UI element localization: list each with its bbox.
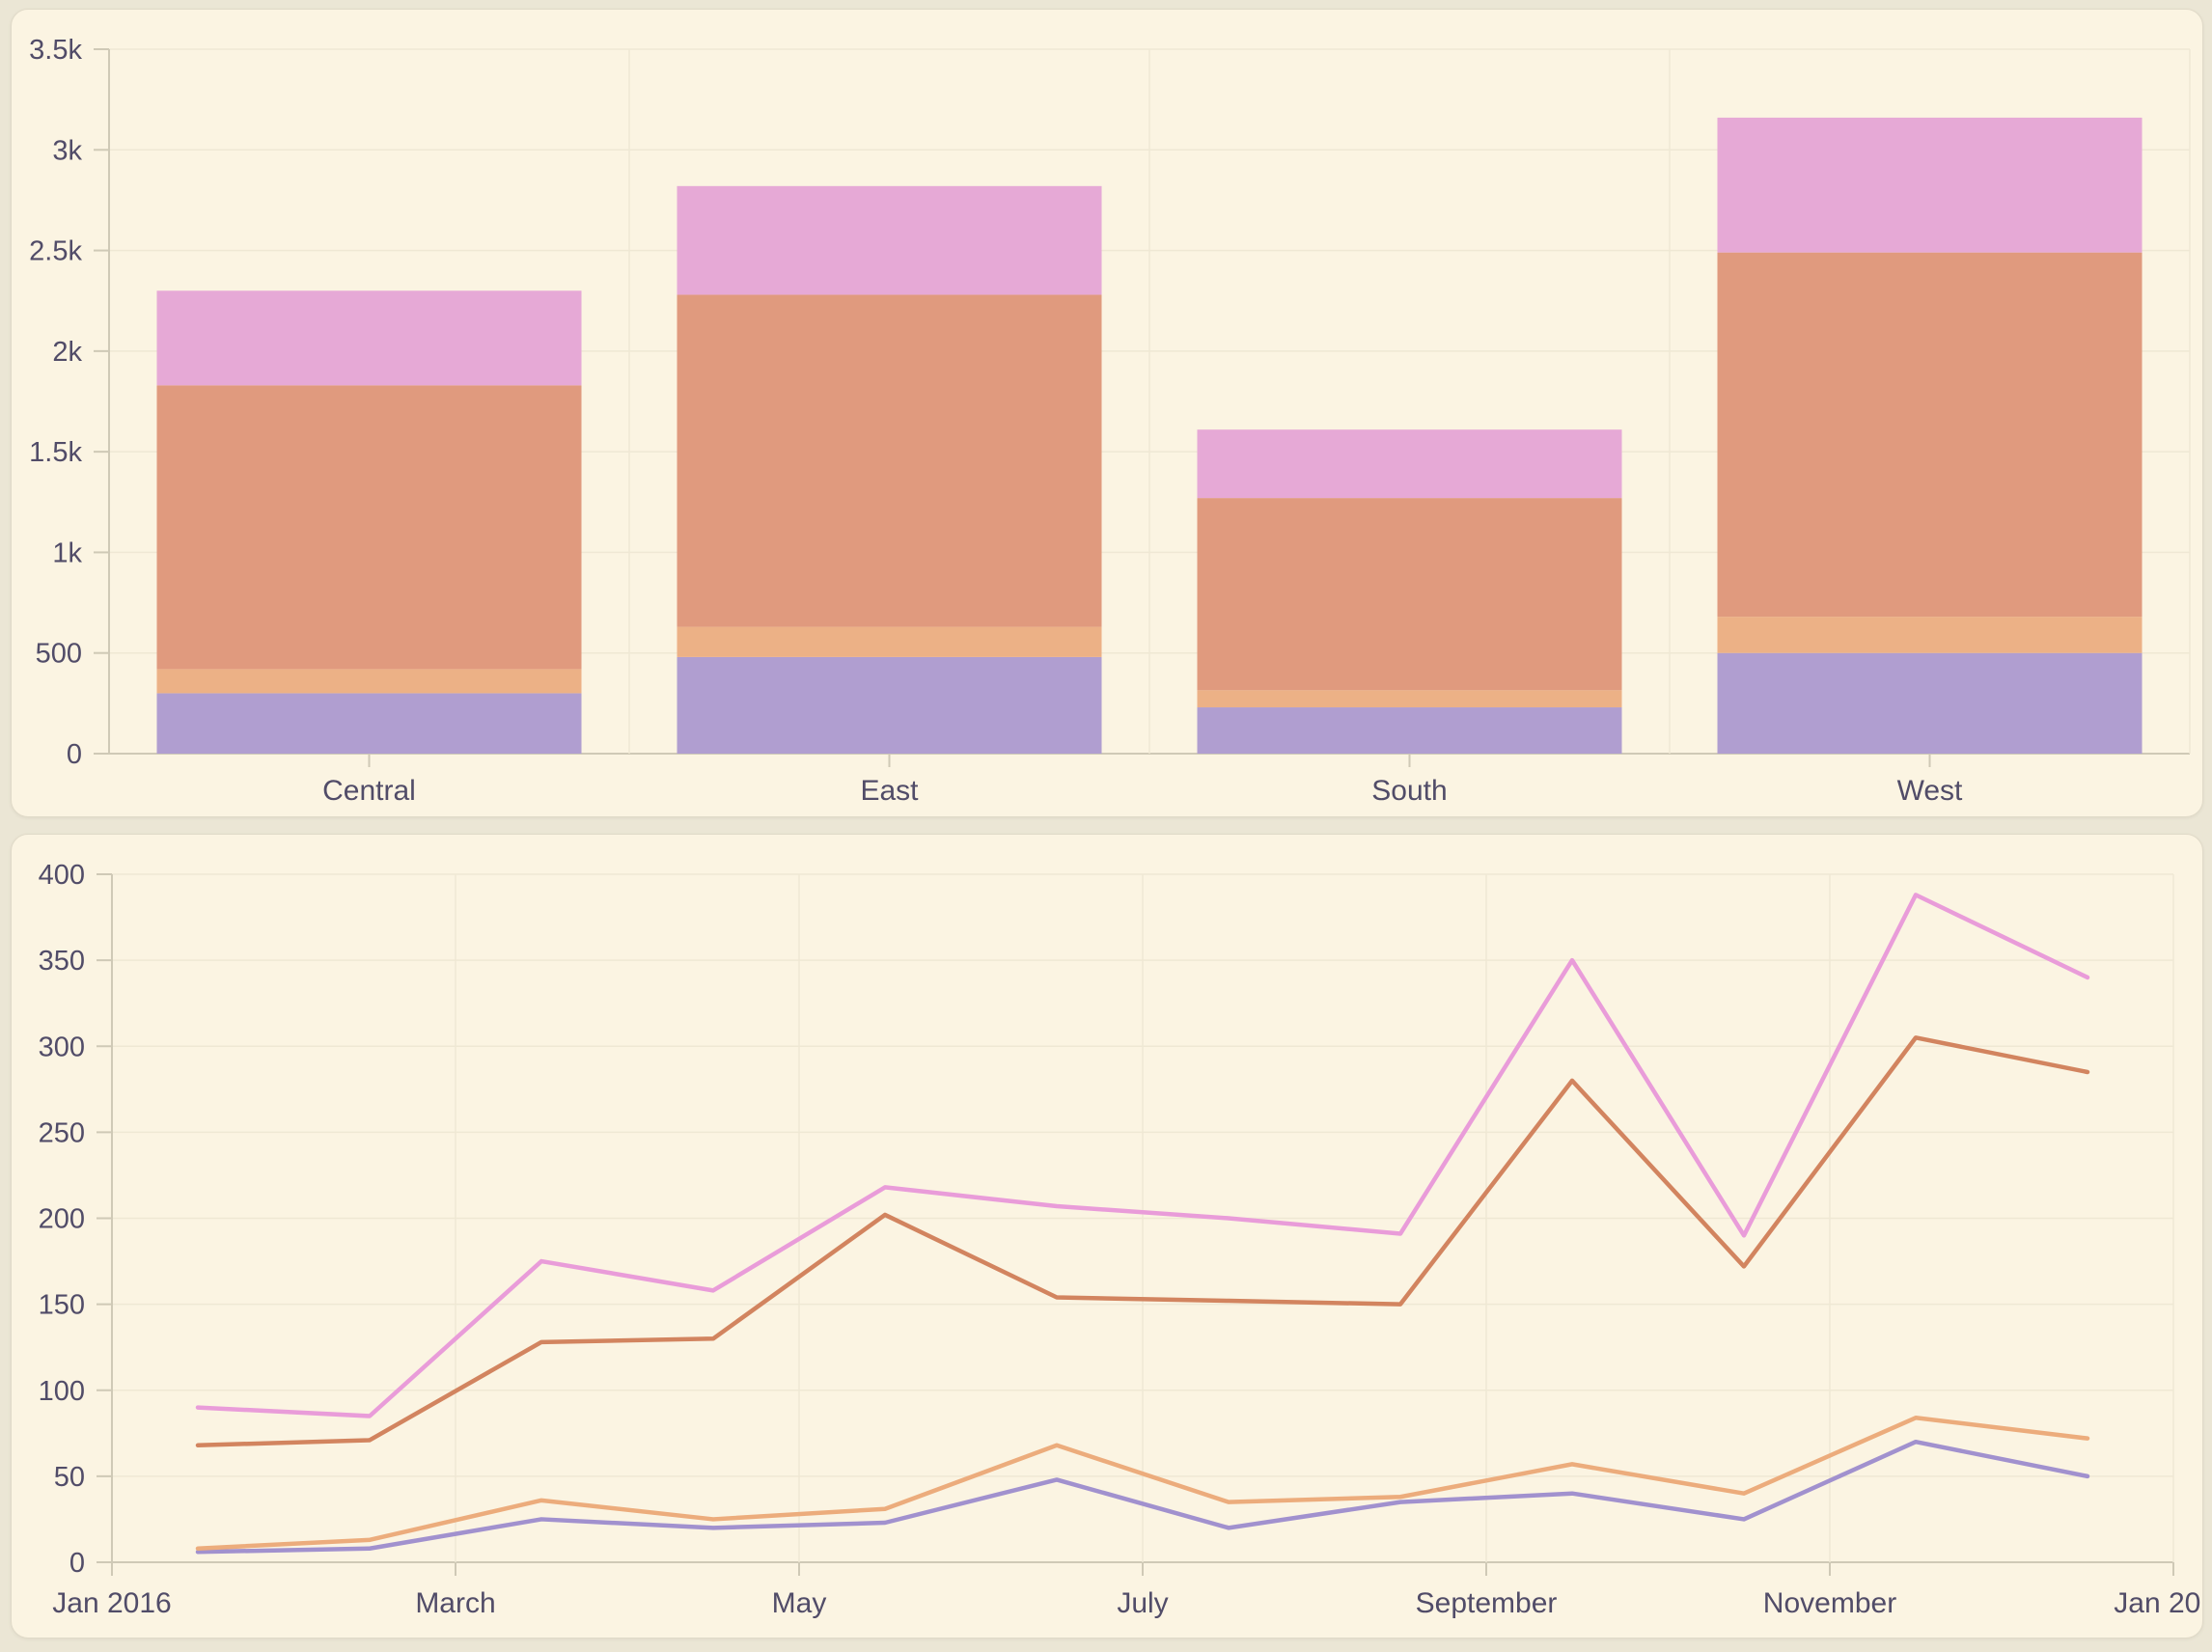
line-salmon-series[interactable] <box>195 1035 2090 1448</box>
tick-label: 2k <box>52 337 82 368</box>
bar-segment-salmon-series[interactable] <box>1717 252 2143 618</box>
tick-label: Jan 2017 <box>2114 1587 2203 1619</box>
bar-segment-pink-series[interactable] <box>1197 429 1622 499</box>
bar-segment-salmon-series[interactable] <box>1197 498 1622 691</box>
line-light-orange-series[interactable] <box>195 1416 2090 1551</box>
bar-segment-pink-series[interactable] <box>1717 117 2143 253</box>
tick-label: Jan 2016 <box>52 1587 171 1619</box>
bar-segment-purple-series[interactable] <box>156 693 582 754</box>
tick-label: 1k <box>52 537 82 568</box>
bar-segment-salmon-series[interactable] <box>677 294 1102 627</box>
tick-label: May <box>772 1587 827 1619</box>
tick-label: West <box>1897 775 1963 807</box>
bar-segment-light-orange-series[interactable] <box>677 626 1102 657</box>
tick-label: 250 <box>39 1117 85 1148</box>
bar-segment-purple-series[interactable] <box>1197 707 1622 754</box>
tick-label: Central <box>322 775 416 807</box>
tick-label: 200 <box>39 1204 85 1235</box>
bar-segment-purple-series[interactable] <box>677 656 1102 754</box>
bar-segment-light-orange-series[interactable] <box>1717 617 2143 653</box>
bar-segment-salmon-series[interactable] <box>156 385 582 670</box>
tick-label: July <box>1117 1587 1168 1619</box>
tick-label: 0 <box>69 1548 85 1579</box>
bar-segment-pink-series[interactable] <box>156 290 582 386</box>
tick-label: 3.5k <box>29 35 82 66</box>
tick-label: 3k <box>52 135 82 166</box>
bar-segment-light-orange-series[interactable] <box>156 669 582 694</box>
line-chart[interactable]: 0 50 100 150 200 250 300 350 400 Jan 2016 March May… <box>12 835 2202 1638</box>
bar-segment-purple-series[interactable] <box>1717 652 2143 754</box>
tick-label: 50 <box>54 1462 85 1493</box>
bar-segment-light-orange-series[interactable] <box>1197 690 1622 708</box>
tick-label: 300 <box>39 1032 85 1062</box>
tick-label: South <box>1371 775 1447 807</box>
tick-label: March <box>415 1587 495 1619</box>
tick-label: 2.5k <box>29 236 82 267</box>
tick-label: September <box>1416 1587 1558 1619</box>
bar-chart-svg[interactable]: 0 500 1k 1.5k 2k 2.5k 3k 3.5k Central East South We… <box>12 10 2203 817</box>
bar-chart-card: 0 500 1k 1.5k 2k 2.5k 3k 3.5k Central East South We… <box>11 9 2203 817</box>
tick-label: 100 <box>39 1376 85 1407</box>
tick-label: 150 <box>39 1290 85 1321</box>
tick-label: 400 <box>39 860 85 891</box>
tick-label: November <box>1763 1587 1896 1619</box>
line-chart-svg[interactable]: 0 50 100 150 200 250 300 350 400 Jan 2016 March May… <box>12 835 2203 1638</box>
line-pink-series[interactable] <box>195 893 2090 1418</box>
bar-segment-pink-series[interactable] <box>677 185 1102 295</box>
tick-label: East <box>860 775 919 807</box>
tick-label: 350 <box>39 946 85 977</box>
tick-label: 0 <box>67 739 82 770</box>
line-purple-series[interactable] <box>195 1439 2090 1555</box>
tick-label: 1.5k <box>29 437 82 468</box>
line-chart-card: 0 50 100 150 200 250 300 350 400 Jan 2016 March May… <box>11 834 2203 1638</box>
tick-label: 500 <box>36 639 82 670</box>
stacked-bar-chart[interactable]: 0 500 1k 1.5k 2k 2.5k 3k 3.5k Central East South We… <box>12 10 2202 816</box>
